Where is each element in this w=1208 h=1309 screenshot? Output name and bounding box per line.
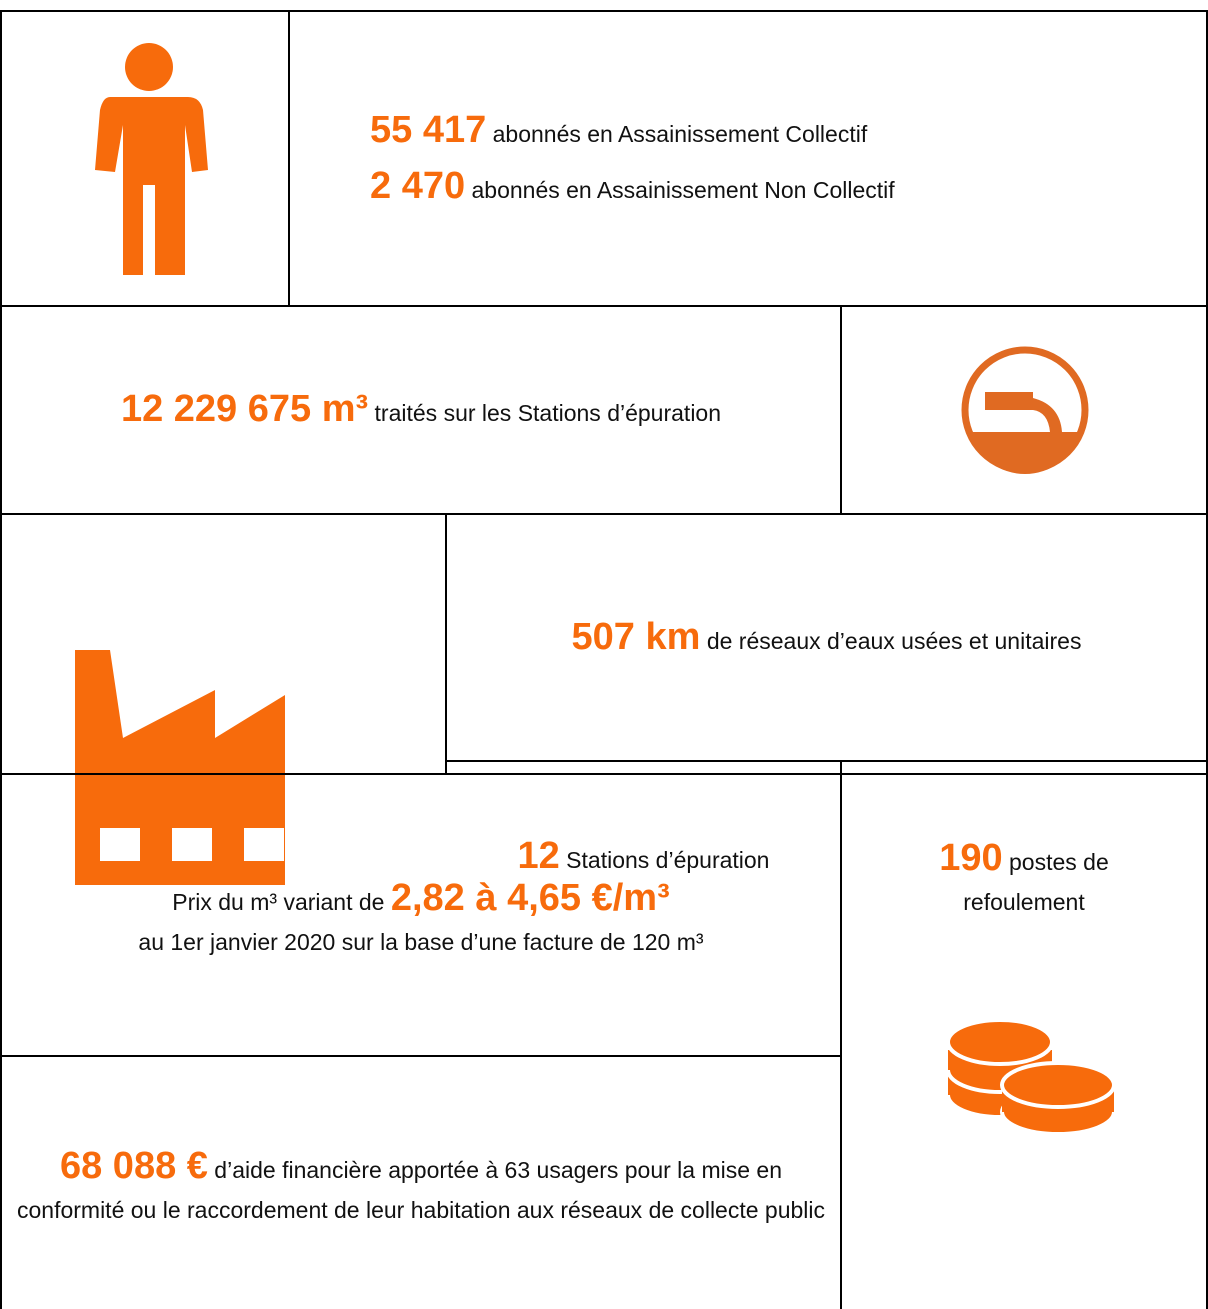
border bbox=[445, 513, 447, 773]
network-cell: 507 km de réseaux d’eaux usées et unitai… bbox=[447, 515, 1206, 760]
subscribers-cell: 55 417 abonnés en Assainissement Collect… bbox=[290, 12, 1206, 305]
factory bbox=[75, 650, 285, 885]
border bbox=[0, 773, 1208, 775]
border bbox=[0, 305, 1208, 307]
stat-number: 2,82 à 4,65 €/m³ bbox=[390, 876, 670, 919]
border bbox=[1206, 10, 1208, 1309]
stations-cell: 12 Stations d’épuration bbox=[447, 762, 840, 952]
border bbox=[0, 513, 1208, 515]
stat-text: au 1er janvier 2020 sur la base d’une fa… bbox=[138, 928, 704, 955]
border bbox=[840, 760, 842, 1309]
border bbox=[840, 305, 842, 513]
person-head bbox=[125, 43, 173, 91]
stat-text: abonnés en Assainissement Collectif bbox=[492, 121, 868, 148]
stat-text: de réseaux d’eaux usées et unitaires bbox=[706, 627, 1082, 654]
stat-text: d’aide financière apportée à 63 usagers … bbox=[16, 1156, 826, 1223]
pumps-cell: 190 postes de refoulement bbox=[842, 775, 1206, 975]
stat-text: Prix du m³ variant de bbox=[172, 888, 385, 915]
factory-window bbox=[172, 828, 212, 861]
border bbox=[445, 760, 1208, 762]
stat-number: 2 470 bbox=[370, 164, 466, 207]
drain-icon bbox=[961, 346, 1089, 475]
factory-window bbox=[244, 828, 284, 861]
stat-number: 507 km bbox=[571, 615, 701, 658]
person-body bbox=[95, 97, 208, 275]
factory-window bbox=[100, 828, 140, 861]
stat-number: 55 417 bbox=[370, 109, 487, 152]
stat-text: Stations d’épuration bbox=[566, 847, 770, 874]
price-cell: Prix du m³ variant de 2,82 à 4,65 €/m³ a… bbox=[2, 775, 840, 1055]
border bbox=[0, 10, 1208, 12]
stat-number: 12 bbox=[517, 835, 560, 878]
stat-text: postes de refoulement bbox=[963, 848, 1109, 915]
stat-text: traités sur les Stations d’épuration bbox=[374, 400, 722, 427]
stat-text: abonnés en Assainissement Non Collectif bbox=[471, 176, 895, 203]
border bbox=[288, 10, 290, 305]
coins-icon bbox=[946, 1018, 1116, 1136]
treated-cell: 12 229 675 m³ traités sur les Stations d… bbox=[2, 307, 840, 513]
aid-cell: 68 088 € d’aide financière apportée à 63… bbox=[2, 1057, 840, 1309]
stat-number: 190 bbox=[939, 836, 1003, 879]
border bbox=[0, 10, 2, 1309]
stat-number: 68 088 € bbox=[59, 1144, 208, 1187]
stat-number: 12 229 675 m³ bbox=[120, 388, 369, 431]
border bbox=[0, 1055, 840, 1057]
